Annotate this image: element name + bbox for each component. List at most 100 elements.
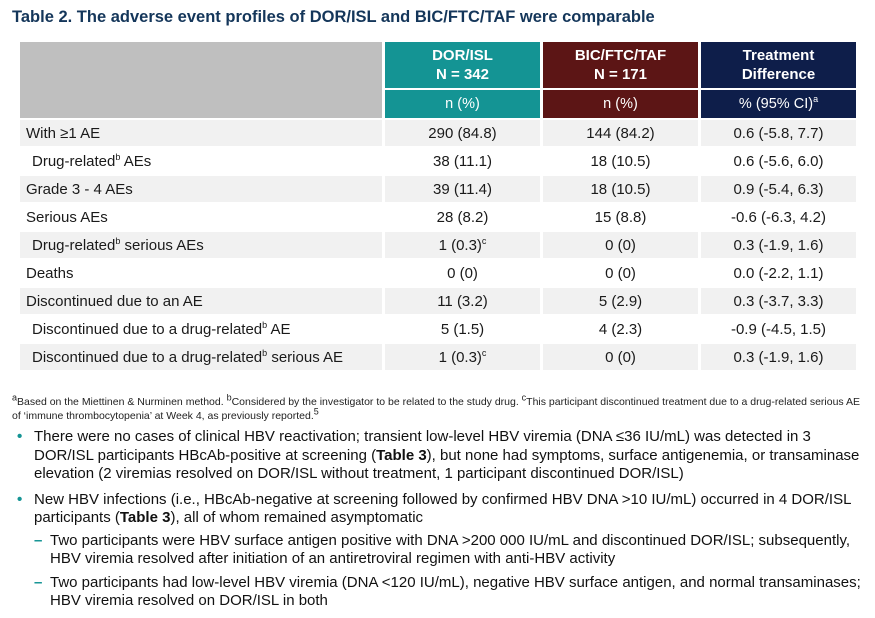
dor-isl-value: 5 (1.5) xyxy=(385,316,540,342)
bic-value: 18 (10.5) xyxy=(543,148,698,174)
row-label: Discontinued due to a drug-relatedb AE xyxy=(20,316,382,342)
bullet-text-bold: Table 3 xyxy=(119,509,171,526)
dor-isl-value: 0 (0) xyxy=(385,260,540,286)
difference-value: 0.3 (-1.9, 1.6) xyxy=(701,344,856,370)
bic-value: 15 (8.8) xyxy=(543,204,698,230)
row-label-text: Discontinued due to a drug-related xyxy=(32,320,263,338)
table-row: With ≥1 AE 290 (84.8) 144 (84.2) 0.6 (-5.8,… xyxy=(20,120,856,146)
dor-isl-value-text: 39 (11.4) xyxy=(433,180,492,198)
footnote-a-mark: a xyxy=(12,392,18,403)
bic-value: 144 (84.2) xyxy=(543,120,698,146)
table-footnote: aBased on the Miettinen & Nurminen metho… xyxy=(12,392,862,423)
dor-isl-value-text: 1 (0.3) xyxy=(438,348,482,366)
row-label: Discontinued due to a drug-relatedb seri… xyxy=(20,344,382,370)
difference-value: 0.3 (-3.7, 3.3) xyxy=(701,288,856,314)
row-label: With ≥1 AE xyxy=(20,120,382,146)
table-row: Grade 3 - 4 AEs 39 (11.4) 18 (10.5) 0.9 (-5… xyxy=(20,176,856,202)
bic-value: 4 (2.3) xyxy=(543,316,698,342)
table-row: Discontinued due to a drug-relatedb seri… xyxy=(20,344,856,370)
subheader-dor-isl: n (%) xyxy=(385,90,540,118)
dor-isl-value: 39 (11.4) xyxy=(385,176,540,202)
bic-value: 5 (2.9) xyxy=(543,288,698,314)
row-label-sup: b xyxy=(115,151,121,162)
row-label-sup: b xyxy=(262,319,268,330)
row-label: Serious AEs xyxy=(20,204,382,230)
dor-isl-value-text: 1 (0.3) xyxy=(438,236,482,254)
row-label-text: Drug-related xyxy=(32,152,116,170)
header-diff-name: Treatment Difference xyxy=(741,47,816,83)
header-bic-name: BIC/FTC/TAF xyxy=(574,47,667,64)
footnote-b-mark: b xyxy=(226,392,232,403)
dor-isl-value-text: 38 (11.1) xyxy=(433,152,492,170)
table-title: Table 2. The adverse event profiles of D… xyxy=(12,8,655,26)
header-dor-isl-n: N = 342 xyxy=(436,66,489,83)
difference-value: 0.3 (-1.9, 1.6) xyxy=(701,232,856,258)
header-dor-isl: DOR/ISL N = 342 xyxy=(385,42,540,88)
difference-value: 0.9 (-5.4, 6.3) xyxy=(701,176,856,202)
table-row: Drug-relatedb AEs 38 (11.1) 18 (10.5) 0.6 (… xyxy=(20,148,856,174)
bullet-mark: • xyxy=(17,428,23,445)
dor-isl-value-sup: c xyxy=(481,235,487,246)
dor-isl-value-text: 5 (1.5) xyxy=(440,320,485,338)
sub-bullet-text: Two participants were HBV surface antige… xyxy=(50,531,851,568)
bic-value: 0 (0) xyxy=(543,260,698,286)
row-label: Grade 3 - 4 AEs xyxy=(20,176,382,202)
difference-value: 0.0 (-2.2, 1.1) xyxy=(701,260,856,286)
dor-isl-value-sup: c xyxy=(481,347,487,358)
row-label-sup: b xyxy=(262,347,268,358)
dor-isl-value-text: 0 (0) xyxy=(447,264,478,282)
header-blank xyxy=(20,42,382,118)
dor-isl-value: 28 (8.2) xyxy=(385,204,540,230)
bullet-text-post: ), all of whom remained asymptomatic xyxy=(170,509,424,526)
dor-isl-value: 38 (11.1) xyxy=(385,148,540,174)
table-row: Drug-relatedb serious AEs 1 (0.3)c 0 (0) 0.… xyxy=(20,232,856,258)
row-label-post: AE xyxy=(267,320,291,338)
subheader-diff-text: % (95% CI) xyxy=(738,96,814,112)
bic-value: 18 (10.5) xyxy=(543,176,698,202)
dor-isl-value: 1 (0.3)c xyxy=(385,232,540,258)
row-label-text: Serious AEs xyxy=(26,208,108,226)
header-bic-ftc-taf: BIC/FTC/TAF N = 171 xyxy=(543,42,698,88)
bullet-list: • There were no cases of clinical HBV re… xyxy=(14,428,864,616)
row-label-sup: b xyxy=(115,235,121,246)
dash-mark: – xyxy=(34,531,43,549)
row-label: Discontinued due to an AE xyxy=(20,288,382,314)
dor-isl-value: 1 (0.3)c xyxy=(385,344,540,370)
row-label-text: Grade 3 - 4 AEs xyxy=(26,180,133,198)
dor-isl-value: 290 (84.8) xyxy=(385,120,540,146)
table-row: Deaths 0 (0) 0 (0) 0.0 (-2.2, 1.1) xyxy=(20,260,856,286)
subheader-diff-sup: a xyxy=(813,94,819,105)
footnote-b: Considered by the investigator to be rel… xyxy=(231,396,522,408)
difference-value: 0.6 (-5.8, 7.7) xyxy=(701,120,856,146)
bullet-text-post: ), but none had symptoms, surface antige… xyxy=(34,446,860,483)
bic-value: 0 (0) xyxy=(543,232,698,258)
difference-value: 0.6 (-5.6, 6.0) xyxy=(701,148,856,174)
header-treatment-difference: Treatment Difference xyxy=(701,42,856,88)
row-label-post: serious AEs xyxy=(120,236,204,254)
difference-value: -0.9 (-4.5, 1.5) xyxy=(701,316,856,342)
footnote-a: Based on the Miettinen & Nurminen method… xyxy=(17,396,227,408)
difference-value: -0.6 (-6.3, 4.2) xyxy=(701,204,856,230)
row-label: Drug-relatedb serious AEs xyxy=(20,232,382,258)
dor-isl-value: 11 (3.2) xyxy=(385,288,540,314)
row-label-text: With ≥1 AE xyxy=(26,124,101,142)
row-label-text: Discontinued due to an AE xyxy=(26,292,203,310)
sub-bullet-item: – Two participants had low-level HBV vir… xyxy=(14,574,864,611)
row-label-text: Deaths xyxy=(26,264,74,282)
bullet-mark: • xyxy=(17,490,23,508)
subheader-diff: % (95% CI)a xyxy=(701,90,856,118)
sub-bullet-item: – Two participants were HBV surface anti… xyxy=(14,532,864,569)
bic-value: 0 (0) xyxy=(543,344,698,370)
sub-bullet-text: Two participants had low-level HBV virem… xyxy=(50,573,861,610)
bullet-text-pre: There were no cases of clinical HBV reac… xyxy=(34,428,811,464)
dor-isl-value-text: 11 (3.2) xyxy=(437,292,488,310)
footnote-c: This participant discontinued treatment … xyxy=(12,396,861,422)
adverse-events-table: DOR/ISL N = 342 BIC/FTC/TAF N = 171 Trea… xyxy=(17,40,859,372)
dor-isl-value-text: 290 (84.8) xyxy=(428,124,497,142)
dor-isl-value-text: 28 (8.2) xyxy=(436,208,489,226)
bullet-item: • New HBV infections (i.e., HBcAb-negati… xyxy=(14,491,864,528)
row-label-text: Discontinued due to a drug-related xyxy=(32,348,263,366)
subheader-bic: n (%) xyxy=(543,90,698,118)
dash-mark: – xyxy=(34,573,43,591)
bullet-text-pre: New HBV infections (i.e., HBcAb-negative… xyxy=(34,490,851,527)
